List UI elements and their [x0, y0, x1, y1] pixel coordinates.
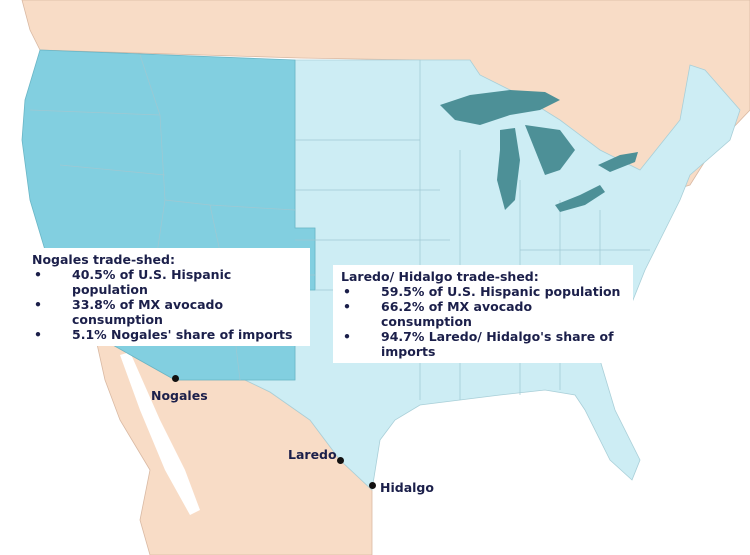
nogales-bullet: • 40.5% of U.S. Hispanic population [32, 267, 302, 297]
nogales-bullet: • 33.8% of MX avocado consumption [32, 297, 302, 327]
great-lakes [440, 90, 638, 212]
bullet-text: 59.5% of U.S. Hispanic population [381, 284, 621, 299]
nogales-label: Nogales [151, 388, 208, 403]
hidalgo-marker [369, 482, 376, 489]
lake-ontario [598, 152, 638, 172]
laredo-bullet: • 94.7% Laredo/ Hidalgo's share of import… [341, 329, 625, 359]
laredo-bullet: • 59.5% of U.S. Hispanic population [343, 284, 621, 299]
nogales-callout-title: Nogales trade-shed: [32, 252, 175, 267]
lake-superior [440, 90, 560, 125]
bullet-text: 33.8% of MX avocado consumption [72, 297, 224, 327]
bullet-text: 66.2% of MX avocado consumption [381, 299, 533, 329]
nogales-callout: Nogales trade-shed: • 40.5% of U.S. Hispa… [24, 248, 310, 346]
laredo-marker [337, 457, 344, 464]
bullet-text: 94.7% Laredo/ Hidalgo's share of imports [381, 329, 614, 359]
lake-erie [555, 185, 605, 212]
bullet-text: 40.5% of U.S. Hispanic population [72, 267, 232, 297]
laredo-hidalgo-callout: Laredo/ Hidalgo trade-shed: • 59.5% of U.… [333, 265, 633, 363]
nogales-marker [172, 375, 179, 382]
bullet-text: 5.1% Nogales' share of imports [72, 327, 293, 342]
lake-michigan [497, 128, 520, 210]
nogales-bullet: • 5.1% Nogales' share of imports [34, 327, 293, 342]
gulf-of-california [120, 352, 200, 515]
hidalgo-label: Hidalgo [380, 480, 434, 495]
laredo-label: Laredo [288, 447, 337, 462]
laredo-bullet: • 66.2% of MX avocado consumption [341, 299, 625, 329]
lake-huron [525, 125, 575, 175]
laredo-callout-title: Laredo/ Hidalgo trade-shed: [341, 269, 539, 284]
